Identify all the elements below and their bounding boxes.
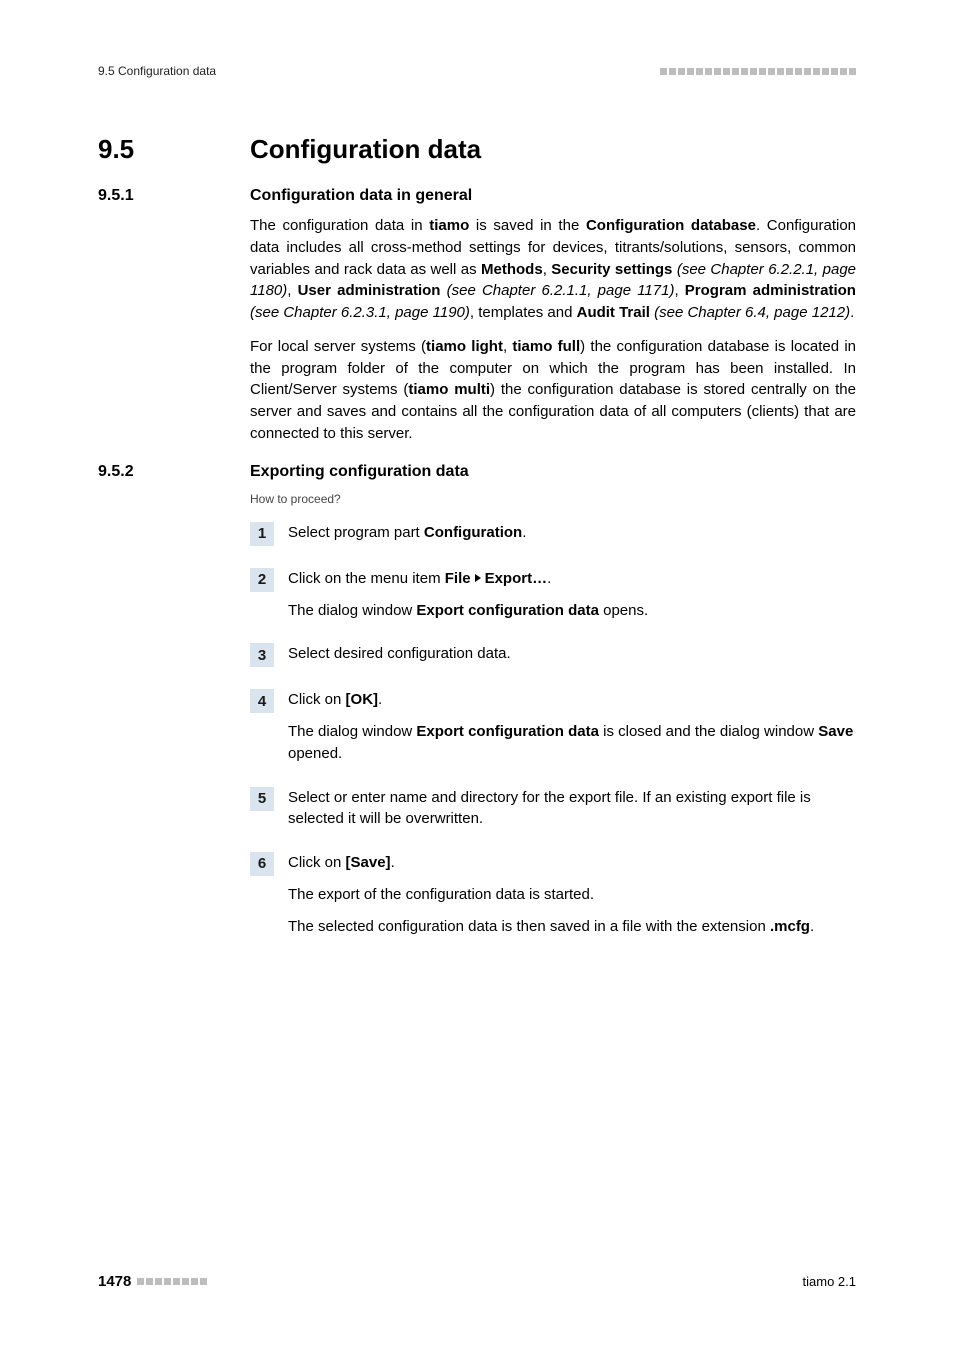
text: For local server systems ( bbox=[250, 338, 426, 355]
text: . bbox=[810, 918, 814, 935]
text-bold: Configuration bbox=[424, 524, 522, 541]
text: , templates and bbox=[470, 304, 577, 321]
section-number: 9.5 bbox=[98, 134, 250, 165]
text: , bbox=[543, 261, 552, 278]
text-bold: Export… bbox=[485, 570, 548, 587]
text-bold: Security settings bbox=[551, 261, 672, 278]
footer-left: 1478 bbox=[98, 1273, 207, 1290]
step-body: Select or enter name and directory for t… bbox=[288, 787, 856, 831]
text: . bbox=[547, 570, 551, 587]
subsection-number: 9.5.1 bbox=[98, 187, 250, 205]
text: , bbox=[287, 282, 297, 299]
text-bold: Configuration data­base bbox=[586, 217, 756, 234]
text: Select program part bbox=[288, 524, 424, 541]
step-number: 1 bbox=[250, 522, 274, 546]
menu-arrow-icon bbox=[475, 574, 481, 582]
header-decoration bbox=[660, 68, 856, 75]
text-bold: .mcfg bbox=[770, 918, 810, 935]
paragraph: For local server systems (tiamo light, t… bbox=[250, 336, 856, 445]
text-bold: tiamo multi bbox=[408, 381, 490, 398]
text: opened. bbox=[288, 745, 342, 762]
step-item: 3 Select desired configuration data. bbox=[250, 643, 856, 667]
subsection-title: Configuration data in general bbox=[250, 187, 472, 205]
text-bold: tiamo light bbox=[426, 338, 503, 355]
step-body: Select desired configuration data. bbox=[288, 643, 856, 665]
text-bold: tiamo full bbox=[512, 338, 580, 355]
how-to-proceed-label: How to proceed? bbox=[250, 491, 856, 508]
subsection-body: The configuration data in tiamo is saved… bbox=[250, 215, 856, 445]
step-item: 5 Select or enter name and directory for… bbox=[250, 787, 856, 831]
text: The selected configuration data is then … bbox=[288, 918, 770, 935]
subsection-title: Exporting configuration data bbox=[250, 463, 469, 481]
text-bold: File bbox=[445, 570, 471, 587]
section-title: Configuration data bbox=[250, 134, 481, 165]
step-body: Click on the menu item File Export…. The … bbox=[288, 568, 856, 622]
text: Click on bbox=[288, 691, 346, 708]
step-item: 4 Click on [OK]. The dialog window Expor… bbox=[250, 689, 856, 764]
text: The dialog window bbox=[288, 723, 416, 740]
text-bold: Save bbox=[818, 723, 853, 740]
page-footer: 1478 tiamo 2.1 bbox=[98, 1273, 856, 1290]
text-bold: Export configuration data bbox=[416, 602, 599, 619]
footer-right-text: tiamo 2.1 bbox=[803, 1274, 856, 1289]
page-number: 1478 bbox=[98, 1273, 131, 1290]
subsection-heading: 9.5.2 Exporting configuration data bbox=[98, 463, 856, 481]
step-body: Click on [OK]. The dialog window Export … bbox=[288, 689, 856, 764]
step-item: 6 Click on [Save]. The export of the con… bbox=[250, 852, 856, 937]
step-number: 6 bbox=[250, 852, 274, 876]
paragraph: The configuration data in tiamo is saved… bbox=[250, 215, 856, 324]
subsection-body: How to proceed? 1 Select program part Co… bbox=[250, 491, 856, 938]
text-bold: Export configuration data bbox=[416, 723, 599, 740]
text: Select desired configuration data. bbox=[288, 645, 511, 662]
step-number: 3 bbox=[250, 643, 274, 667]
text: . bbox=[850, 304, 854, 321]
text: Select or enter name and directory for t… bbox=[288, 789, 811, 828]
header-left-text: 9.5 Configuration data bbox=[98, 64, 216, 78]
step-number: 5 bbox=[250, 787, 274, 811]
subsection-number: 9.5.2 bbox=[98, 463, 250, 481]
text-bold: Methods bbox=[481, 261, 543, 278]
section-heading: 9.5 Configuration data bbox=[98, 134, 856, 165]
text-bold: Audit Trail bbox=[577, 304, 650, 321]
text-italic: (see Chapter 6.4, page 1212) bbox=[650, 304, 850, 321]
text: opens. bbox=[599, 602, 648, 619]
text: The dialog window bbox=[288, 602, 416, 619]
text-bold: tiamo bbox=[429, 217, 469, 234]
text: , bbox=[674, 282, 684, 299]
text: Click on bbox=[288, 854, 346, 871]
text: The configuration data in bbox=[250, 217, 429, 234]
text: is closed and the dialog window bbox=[599, 723, 818, 740]
text: . bbox=[391, 854, 395, 871]
text: Click on the menu item bbox=[288, 570, 445, 587]
text: The export of the configuration data is … bbox=[288, 886, 594, 903]
text: . bbox=[522, 524, 526, 541]
step-number: 2 bbox=[250, 568, 274, 592]
step-item: 1 Select program part Configuration. bbox=[250, 522, 856, 546]
text-italic: (see Chapter 6.2.1.1, page 1171) bbox=[440, 282, 674, 299]
text: is saved in the bbox=[469, 217, 586, 234]
text-bold: [OK] bbox=[346, 691, 379, 708]
step-body: Select program part Configuration. bbox=[288, 522, 856, 544]
text-bold: [Save] bbox=[346, 854, 391, 871]
subsection-heading: 9.5.1 Configuration data in general bbox=[98, 187, 856, 205]
text-bold: Program administra­tion bbox=[685, 282, 856, 299]
text: , bbox=[503, 338, 512, 355]
text-italic: (see Chapter 6.2.3.1, page 1190) bbox=[250, 304, 470, 321]
text: . bbox=[378, 691, 382, 708]
footer-decoration bbox=[137, 1278, 207, 1285]
step-body: Click on [Save]. The export of the confi… bbox=[288, 852, 856, 937]
text-bold: User administration bbox=[298, 282, 441, 299]
step-number: 4 bbox=[250, 689, 274, 713]
page-header: 9.5 Configuration data bbox=[98, 64, 856, 78]
step-item: 2 Click on the menu item File Export…. Th… bbox=[250, 568, 856, 622]
